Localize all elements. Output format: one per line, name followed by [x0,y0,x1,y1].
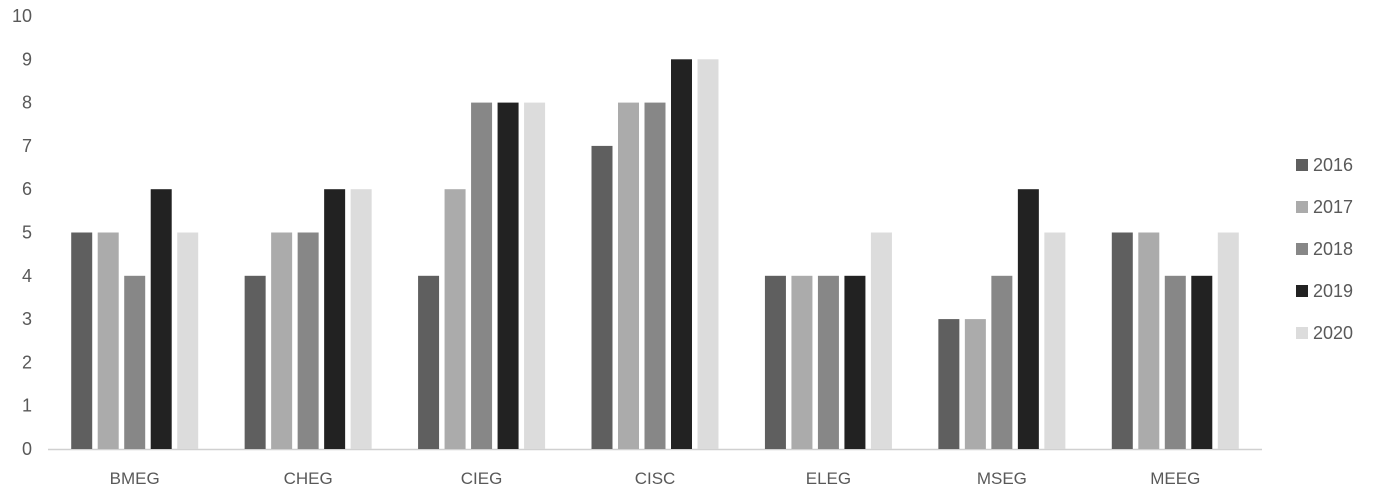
bar-cieg-2020 [524,102,546,449]
legend-label-2020: 2020 [1313,323,1353,343]
bar-meeg-2018 [1164,275,1186,449]
legend-swatch-2020 [1296,327,1308,339]
bar-bmeg-2016 [71,232,93,449]
legend-swatch-2019 [1296,285,1308,297]
bar-cieg-2017 [444,189,466,449]
bar-cheg-2019 [324,189,346,449]
y-tick-label: 4 [22,266,32,286]
bar-mseg-2019 [1017,189,1039,449]
bar-eleg-2019 [844,275,866,449]
x-category-label: CHEG [284,469,333,488]
bar-cheg-2017 [271,232,293,449]
legend: 2016 2017 2018 2019 2020 [1296,155,1353,343]
bar-meeg-2016 [1111,232,1133,449]
bar-cheg-2020 [350,189,372,449]
bar-mseg-2017 [964,319,986,449]
x-category-label: CIEG [461,469,503,488]
x-category-label: MSEG [977,469,1027,488]
x-category-label: BMEG [110,469,160,488]
y-tick-label: 10 [12,6,32,26]
bar-cisc-2018 [644,102,666,449]
bar-cisc-2017 [618,102,639,449]
y-tick-label: 1 [22,396,32,416]
y-tick-label: 6 [22,179,32,199]
bar-bmeg-2018 [124,275,146,449]
bar-cieg-2016 [418,275,440,449]
y-tick-label: 9 [22,49,32,69]
bar-bmeg-2020 [177,232,199,449]
y-tick-label: 7 [22,136,32,156]
legend-swatch-2017 [1296,201,1308,213]
legend-swatch-2018 [1296,243,1308,255]
y-tick-label: 0 [22,439,32,459]
bar-cisc-2020 [697,59,719,450]
x-category-label: MEEG [1150,469,1200,488]
bar-bmeg-2019 [150,189,172,449]
bar-eleg-2017 [791,275,813,449]
bar-eleg-2018 [817,275,839,449]
x-category-label: ELEG [806,469,851,488]
y-tick-label: 5 [22,223,32,243]
bar-meeg-2019 [1191,275,1213,449]
y-axis-ticks: 0 1 2 3 4 5 6 7 8 9 10 [12,6,32,459]
y-tick-label: 2 [22,352,32,372]
legend-swatch-2016 [1296,159,1308,171]
bar-mseg-2018 [991,275,1013,449]
bar-cheg-2018 [297,232,319,449]
y-tick-label: 3 [22,309,32,329]
bar-cieg-2018 [471,102,493,449]
bar-cieg-2019 [497,102,519,449]
category-labels: BMEG CHEG CIEG CISC ELEG MSEG MEEG [110,469,1201,488]
bar-mseg-2020 [1044,232,1066,449]
legend-label-2017: 2017 [1313,197,1353,217]
bars [71,59,1239,450]
bar-mseg-2016 [938,319,960,449]
bar-meeg-2020 [1217,232,1239,449]
x-category-label: CISC [635,469,676,488]
bar-eleg-2020 [870,232,892,449]
bar-eleg-2016 [764,275,786,449]
bar-cisc-2019 [671,59,692,450]
bar-meeg-2017 [1138,232,1160,449]
legend-label-2016: 2016 [1313,155,1353,175]
bar-cheg-2016 [244,275,266,449]
legend-label-2019: 2019 [1313,281,1353,301]
legend-label-2018: 2018 [1313,239,1353,259]
bar-cisc-2016 [591,145,613,449]
bar-bmeg-2017 [97,232,119,449]
y-tick-label: 8 [22,93,32,113]
